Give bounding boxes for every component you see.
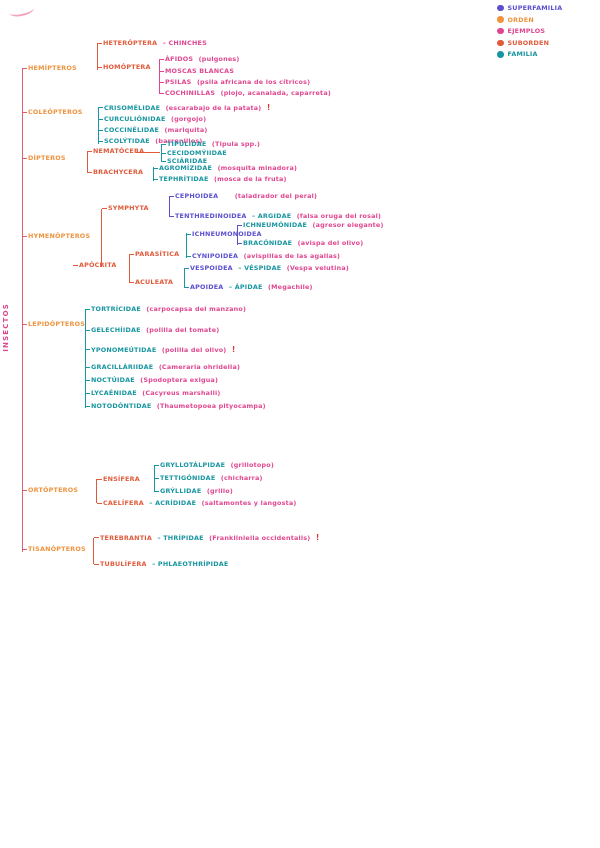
node-scolytidae: SCOLÝTIDAE (barrenillos)	[98, 137, 203, 145]
node-himenopteros-order: HYMENÓPTEROS	[21, 232, 91, 240]
connector-nematocera	[136, 151, 160, 153]
node-ichneumonidae: ICHNEUMÓNIDAE (agresor elegante)	[237, 221, 384, 229]
legend-item-familia: FAMILIA	[497, 50, 562, 58]
bracket-ortopteros	[96, 479, 97, 503]
node-psilas: PSILAS (psila africana de los cítricos)	[158, 78, 311, 86]
node-cecidomyiidae: CECIDOMÝIIDAE	[161, 149, 227, 157]
tree-spine-line	[22, 69, 23, 552]
node-moscas-blancas: MOSCAS BLANCAS	[158, 67, 235, 75]
node-dipteros-order: DÍPTEROS	[22, 154, 66, 162]
node-brachycera: BRACHYCERA	[86, 168, 144, 176]
node-yponomeutidae: YPONOMEÚTIDAE (polilla del olivo) !	[84, 345, 236, 354]
node-tettigonidae: TETTIGÓNIDAE (chicharra)	[154, 474, 263, 482]
bracket-coleopteros	[98, 107, 99, 144]
node-afidos: ÁFIDOS (pulgones)	[158, 55, 240, 63]
node-gelechiidae: GELECHÍIDAE (polilla del tomate)	[84, 326, 220, 334]
bracket-symphyta	[169, 196, 170, 217]
node-tubulifera: TUBULÍFERA – PHLAEOTHRÍPIDAE	[93, 560, 229, 568]
node-symphyta: SYMPHYTA	[102, 204, 149, 212]
node-sciaridae: SCIÁRIDAE	[160, 157, 208, 165]
bracket-ichneumonoidea	[237, 225, 238, 245]
legend-label: EJEMPLOS	[507, 27, 546, 36]
node-nematocera: NEMATÓCERA	[86, 147, 145, 155]
node-coccinelidae: COCCINÉLIDAE (mariquita)	[98, 126, 208, 134]
bracket-tisanopteros	[93, 538, 94, 564]
bracket-parasitica	[186, 233, 187, 258]
node-gracillariidae: GRACILLÁRIIDAE (Cameraria ohridella)	[84, 363, 241, 371]
node-parasitica: PARASÍTICA	[128, 250, 180, 258]
node-crisomelidae: CRISOMÉLIDAE (escarabajo de la patata) !	[97, 103, 271, 112]
legend-item-ejemplos: EJEMPLOS	[497, 27, 562, 35]
node-aculeata: ACULEATA	[128, 278, 174, 286]
node-apoidea: APOIDEA – ÁPIDAE (Megachile)	[184, 283, 313, 291]
legend-item-suborden: SUBORDEN	[497, 39, 562, 47]
node-tortricidae: TORTRÍCIDAE (carpocapsa del manzano)	[84, 305, 247, 313]
node-agromizidae: AGROMÍZIDAE (mosquita minadora)	[152, 164, 298, 172]
node-lepidopteros-order: LEPIDÓPTEROS	[21, 320, 86, 328]
node-tephritidae: TEPHRÍTIDAE (mosca de la fruta)	[153, 175, 287, 183]
node-terebrantia: TEREBRANTIA – THRÍPIDAE (Frankliniella o…	[93, 533, 320, 542]
node-notodontidae: NOTODÓNTIDAE (Thaumetopoea pityocampa)	[85, 402, 266, 410]
node-homoptera: HOMÓPTERA	[97, 63, 151, 71]
legend-label: SUBORDEN	[507, 38, 550, 47]
bracket-himenopteros	[101, 209, 102, 267]
legend-label: FAMILIA	[507, 50, 538, 59]
node-gryllidae: GRÝLLIDAE (grillo)	[154, 487, 233, 495]
legend-dot-superfamilia-icon	[497, 4, 504, 12]
legend-dot-ejemplos-icon	[497, 27, 504, 35]
node-cochinillas: COCHINILLAS (piojo, acanalada, caparreta…	[159, 89, 331, 97]
bracket-homoptera	[159, 59, 160, 94]
node-cynipoidea: CYNIPOIDEA (avispillas de las agallas)	[185, 252, 341, 260]
legend-label: ORDEN	[507, 15, 534, 24]
root-node-insectos: INSECTOS	[2, 303, 10, 352]
node-gryllotalpidae: GRYLLOTÁLPIDAE (grillotopo)	[154, 461, 274, 469]
legend-label: SUPERFAMILIA	[507, 4, 563, 12]
legend-dot-suborden-icon	[497, 39, 504, 47]
bracket-aculeata	[184, 268, 185, 288]
node-caelifera: CAELÍFERA – ACRÍDIDAE (saltamontes y lan…	[97, 499, 297, 507]
legend-dot-familia-icon	[497, 51, 504, 58]
bracket-apocrita	[129, 254, 130, 282]
node-noctuidae: NOCTÚIDAE (Spodoptera exigua)	[84, 376, 219, 384]
node-cephoidea: CEPHOIDEA (taladrador del peral)	[168, 192, 318, 200]
node-ichneumonoidea: ICHNEUMONOIDEA	[186, 230, 262, 238]
node-braconidae: BRACÓNIDAE (avispa del olivo)	[236, 239, 364, 247]
bracket-brachycera-families	[153, 167, 154, 181]
bracket-lepidopteros	[85, 309, 86, 408]
node-lycaenidae: LYCAÉNIDAE (Cacyreus marshalli)	[85, 389, 221, 397]
node-tenthredinoidea: TENTHREDINOIDEA – ARGIDAE (falsa oruga d…	[168, 212, 382, 220]
node-ortopteros-order: ORTÓPTEROS	[21, 486, 79, 494]
bracket-nematocera-families	[161, 144, 162, 162]
bracket-hemipteros	[97, 44, 98, 70]
legend: SUPERFAMILIA ORDEN EJEMPLOS SUBORDEN FAM…	[497, 4, 562, 62]
node-ensifera: ENSÍFERA	[97, 475, 140, 483]
node-tipulidae: TIPÚLIDAE (Tipula spp.)	[160, 140, 261, 148]
node-tisanopteros-order: TISANÓPTEROS	[22, 545, 86, 553]
node-curculionidae: CURCULIÓNIDAE (gorgojo)	[97, 115, 207, 123]
node-heteroptera: HETERÓPTERA – CHINCHES	[97, 39, 207, 47]
pen-scribble	[8, 2, 35, 19]
node-coleopteros-order: COLEÓPTEROS	[22, 108, 83, 116]
legend-dot-orden-icon	[497, 16, 504, 23]
legend-item-superfamilia: SUPERFAMILIA	[497, 4, 562, 12]
node-vespoidea: VESPOIDEA – VÉSPIDAE (Vespa velutina)	[184, 264, 349, 272]
legend-item-orden: ORDEN	[497, 16, 562, 24]
bracket-dipteros	[87, 151, 88, 173]
node-apocrita: APÓCRITA	[72, 261, 117, 269]
node-hemipteros-order: HEMÍPTEROS	[22, 64, 77, 72]
